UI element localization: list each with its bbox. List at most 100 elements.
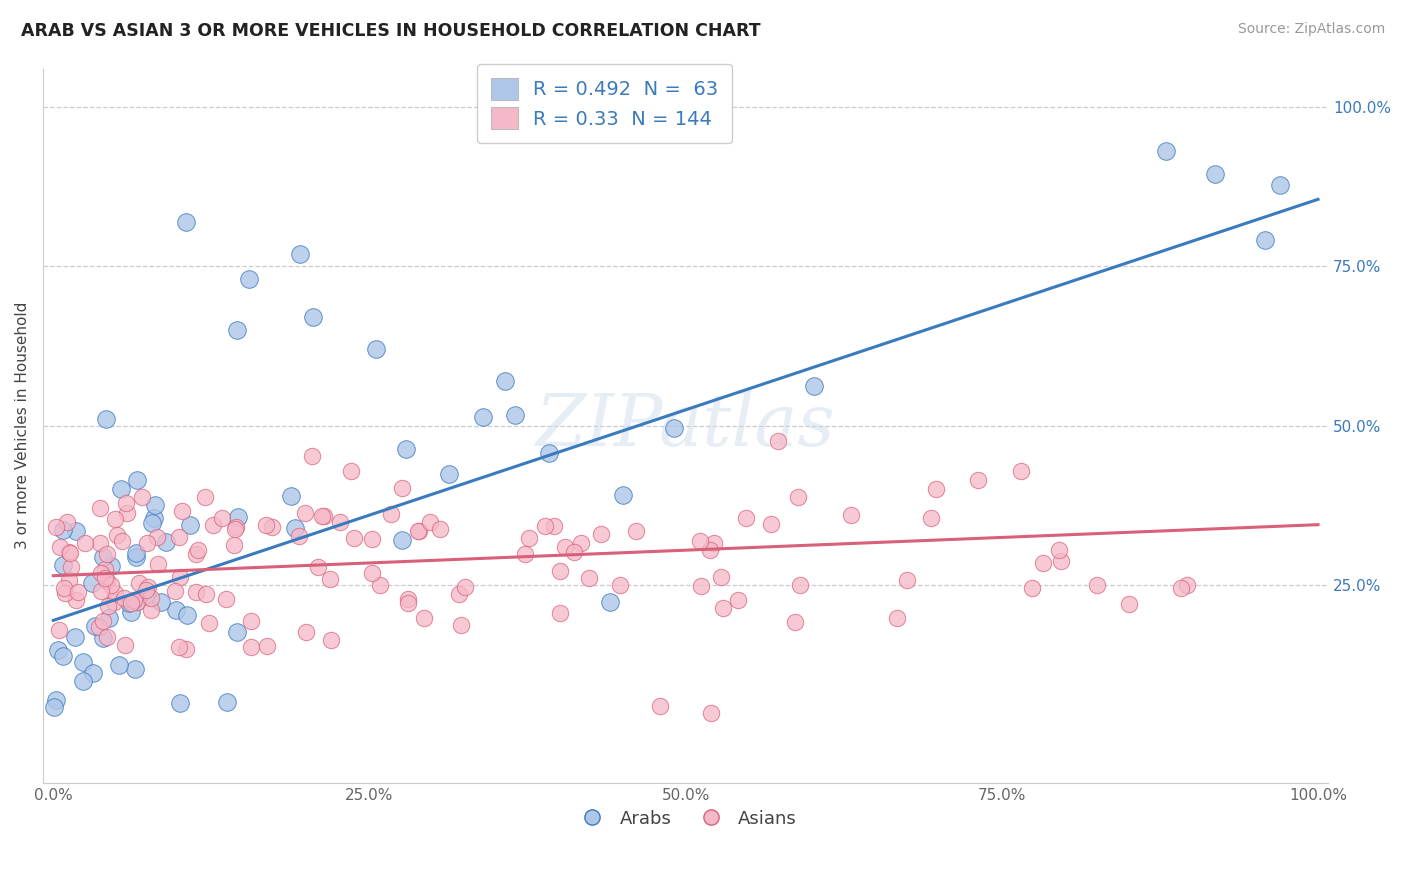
Point [429,523,451,537]
Point [63,630,86,644]
Point [240,640,263,654]
Point [139,603,162,617]
Point [294,506,316,520]
Point [396,592,419,607]
Point [734,511,756,525]
Point [1253,233,1275,247]
Point [254,517,277,532]
Point [301,449,323,463]
Point [599,595,621,609]
Point [96,412,118,426]
Point [105,528,128,542]
Point [125,595,148,609]
Text: Source: ZipAtlas.com: Source: ZipAtlas.com [1237,22,1385,37]
Point [538,446,561,460]
Point [46,643,69,657]
Point [419,515,441,529]
Point [967,473,990,487]
Point [179,518,201,533]
Point [42,700,65,714]
Point [89,536,111,550]
Point [343,531,366,545]
Y-axis label: 3 or more Vehicles in Household: 3 or more Vehicles in Household [15,302,30,549]
Point [1154,144,1177,158]
Point [82,665,104,680]
Point [65,524,87,538]
Point [786,490,808,504]
Point [449,587,471,601]
Point [53,581,76,595]
Point [127,594,149,608]
Point [135,582,157,597]
Point [396,596,419,610]
Point [513,547,536,561]
Point [201,517,224,532]
Point [169,569,191,583]
Point [215,695,238,709]
Point [103,594,125,608]
Point [709,569,731,583]
Legend: Arabs, Asians: Arabs, Asians [567,802,804,835]
Point [80,576,103,591]
Point [142,510,165,524]
Point [280,489,302,503]
Point [90,566,112,581]
Point [136,589,159,603]
Point [139,591,162,605]
Point [110,482,132,496]
Point [803,378,825,392]
Point [73,536,96,550]
Point [94,562,117,576]
Point [167,640,190,655]
Point [301,310,323,325]
Point [284,521,307,535]
Point [225,624,247,639]
Point [503,408,526,422]
Point [1175,578,1198,592]
Point [256,639,278,653]
Point [184,584,207,599]
Text: ARAB VS ASIAN 3 OR MORE VEHICLES IN HOUSEHOLD CORRELATION CHART: ARAB VS ASIAN 3 OR MORE VEHICLES IN HOUS… [21,22,761,40]
Point [84,619,107,633]
Point [107,657,129,672]
Point [59,546,82,560]
Point [239,614,262,628]
Point [789,578,811,592]
Point [136,536,159,550]
Point [360,566,382,581]
Point [548,606,571,620]
Point [1085,578,1108,592]
Point [226,510,249,524]
Point [364,343,387,357]
Point [165,603,187,617]
Point [115,496,138,510]
Point [87,619,110,633]
Point [53,586,76,600]
Point [174,214,197,228]
Point [319,633,342,648]
Point [395,442,418,457]
Point [319,572,342,586]
Point [174,642,197,657]
Point [97,599,120,614]
Point [450,618,472,632]
Point [391,481,413,495]
Point [761,517,783,532]
Point [612,487,634,501]
Point [225,323,247,337]
Point [110,534,132,549]
Point [662,421,685,435]
Point [91,614,114,628]
Point [55,516,77,530]
Point [52,649,75,664]
Point [295,625,318,640]
Point [128,576,150,591]
Point [125,473,148,487]
Point [49,540,72,554]
Point [408,524,430,539]
Point [187,543,209,558]
Point [89,500,111,515]
Point [167,530,190,544]
Point [626,524,648,538]
Point [91,631,114,645]
